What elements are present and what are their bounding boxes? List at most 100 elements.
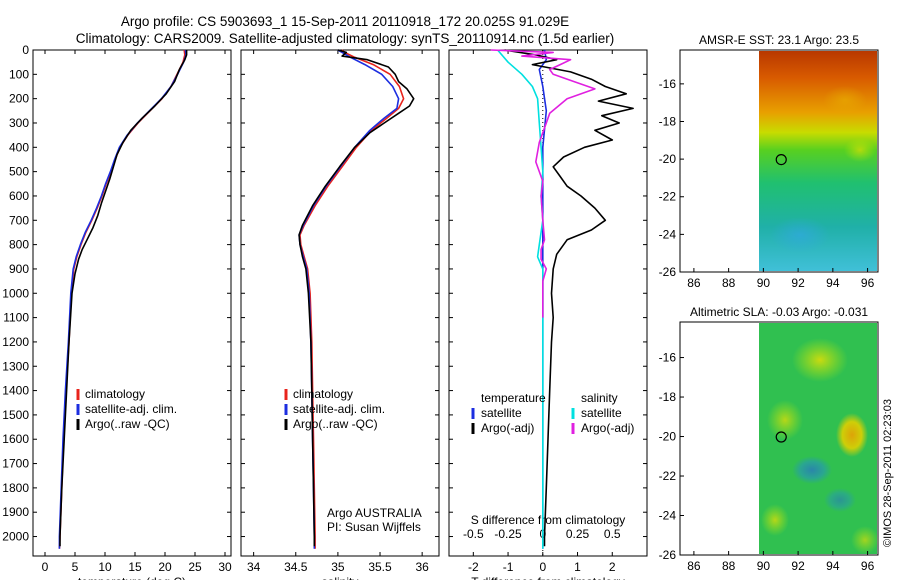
x-tick-label: 34 (247, 560, 261, 574)
map-x-tick-label: 94 (826, 276, 840, 290)
y-tick-label: 900 (9, 262, 29, 276)
legend-title-salinity: salinity (581, 391, 618, 405)
x-axis-label: salinity (322, 575, 359, 580)
map-x-tick-label: 94 (826, 559, 840, 573)
top-tick-label: 0.25 (566, 527, 590, 541)
sst-map-panel: AMSR-E SST: 23.1 Argo: 23.5 86 88 90 92 94 96 -… (659, 33, 879, 290)
float-position-marker (775, 431, 787, 443)
map-y-tick-label: -16 (659, 77, 677, 91)
y-tick-label: 1600 (2, 432, 29, 446)
y-tick-label: 1300 (2, 359, 29, 373)
x-axis-label: T difference from climatology (471, 575, 625, 580)
x-tick-label: 30 (218, 560, 232, 574)
y-tick-label: 1400 (2, 384, 29, 398)
sla-yellow-patch-3 (761, 504, 789, 536)
map-x-tick-label: 90 (757, 559, 771, 573)
float-position-marker (775, 153, 787, 166)
y-tick-label: 1900 (2, 505, 29, 519)
legend-title-temperature: temperature (481, 391, 546, 405)
sla-blue-patch-1 (792, 456, 832, 484)
map-y-tick-label: -18 (659, 114, 677, 128)
legend-entry: Argo(..raw -QC) (85, 417, 170, 431)
y-tick-label: 1700 (2, 457, 29, 471)
x-tick-label: 5 (72, 560, 79, 574)
map-title: AMSR-E SST: 23.1 Argo: 23.5 (699, 33, 859, 47)
plot-frame (240, 49, 440, 557)
legend-entry: Argo(-adj) (581, 421, 634, 435)
sst-warm-patch (823, 86, 867, 114)
plot-frame (32, 49, 232, 557)
legend-entry: satellite (481, 406, 522, 420)
map-y-tick-label: -24 (659, 227, 677, 241)
map-x-tick-label: 96 (861, 559, 875, 573)
map-x-tick-label: 92 (791, 276, 805, 290)
series-line (59, 50, 188, 547)
x-tick-label: 0 (539, 560, 546, 574)
y-tick-label: 1200 (2, 335, 29, 349)
x-tick-label: 34.5 (284, 560, 308, 574)
series-line (490, 49, 596, 318)
temperature-profile-panel: 0100200300400500600700800900100011001200… (2, 43, 232, 580)
difference-profile-panel: -2 -1 0 1 2T difference from climatology S di… (448, 49, 648, 580)
x-tick-label: -2 (468, 560, 479, 574)
series-line (504, 49, 634, 547)
map-x-tick-label: 86 (687, 276, 701, 290)
map-x-tick-label: 96 (861, 276, 875, 290)
y-tick-label: 600 (9, 189, 29, 203)
y-tick-label: 2000 (2, 530, 29, 544)
x-tick-label: 35 (331, 560, 345, 574)
x-tick-label: 25 (188, 560, 202, 574)
map-y-tick-label: -22 (659, 190, 677, 204)
x-tick-label: 10 (98, 560, 112, 574)
y-tick-label: 1000 (2, 286, 29, 300)
x-tick-label: 36 (415, 560, 429, 574)
legend-entry: climatology (293, 387, 353, 401)
header-line-2: Climatology: CARS2009. Satellite-adjuste… (76, 31, 615, 46)
map-x-tick-label: 88 (722, 559, 736, 573)
x-tick-label: 35.5 (368, 560, 392, 574)
map-x-tick-label: 88 (722, 276, 736, 290)
x-tick-label: 15 (128, 560, 142, 574)
y-tick-label: 500 (9, 165, 29, 179)
y-tick-label: 1100 (3, 311, 29, 325)
map-y-tick-label: -22 (659, 469, 677, 483)
y-tick-label: 100 (9, 67, 29, 81)
map-title: Altimetric SLA: -0.03 Argo: -0.031 (690, 305, 868, 319)
sla-yellow-patch-4 (851, 526, 879, 554)
x-tick-label: 0 (42, 560, 49, 574)
sla-yellow-patch-1 (792, 338, 848, 382)
sla-blue-patch-2 (824, 488, 856, 512)
sla-yellow-patch-2 (767, 400, 803, 440)
salinity-profile-panel: 34 34.5 35 35.5 36 salinity climatologysatelli… (240, 49, 440, 580)
y-tick-label: 1500 (2, 408, 29, 422)
map-x-tick-label: 86 (687, 559, 701, 573)
copyright-side-label: ©IMOS 28-Sep-2011 02:23:03 (882, 399, 894, 547)
x-tick-label: 20 (158, 560, 172, 574)
map-y-tick-label: -26 (659, 265, 677, 279)
y-tick-label: 400 (9, 140, 29, 154)
map-y-tick-label: -26 (659, 548, 677, 562)
legend-entry: climatology (85, 387, 145, 401)
x-tick-label: 2 (609, 560, 616, 574)
x-tick-label: -1 (503, 560, 514, 574)
sst-cool-patch (770, 217, 830, 253)
top-tick-label: 0.5 (604, 527, 621, 541)
map-y-tick-label: -20 (659, 152, 677, 166)
legend-entry: satellite-adj. clim. (293, 402, 385, 416)
y-tick-label: 800 (9, 238, 29, 252)
x-tick-label: 1 (574, 560, 581, 574)
series-line (298, 49, 415, 547)
series-line (299, 49, 405, 549)
map-y-tick-label: -20 (659, 430, 677, 444)
legend-entry: satellite (581, 406, 622, 420)
y-tick-label: 200 (9, 92, 29, 106)
annotation-program: Argo AUSTRALIA (327, 506, 422, 520)
sla-orange-patch (836, 413, 868, 457)
legend-entry: Argo(-adj) (481, 421, 534, 435)
annotation-pi: PI: Susan Wijffels (327, 520, 421, 534)
y-tick-label: 300 (9, 116, 29, 130)
legend-entry: satellite-adj. clim. (85, 402, 177, 416)
top-tick-label: -0.25 (494, 527, 522, 541)
